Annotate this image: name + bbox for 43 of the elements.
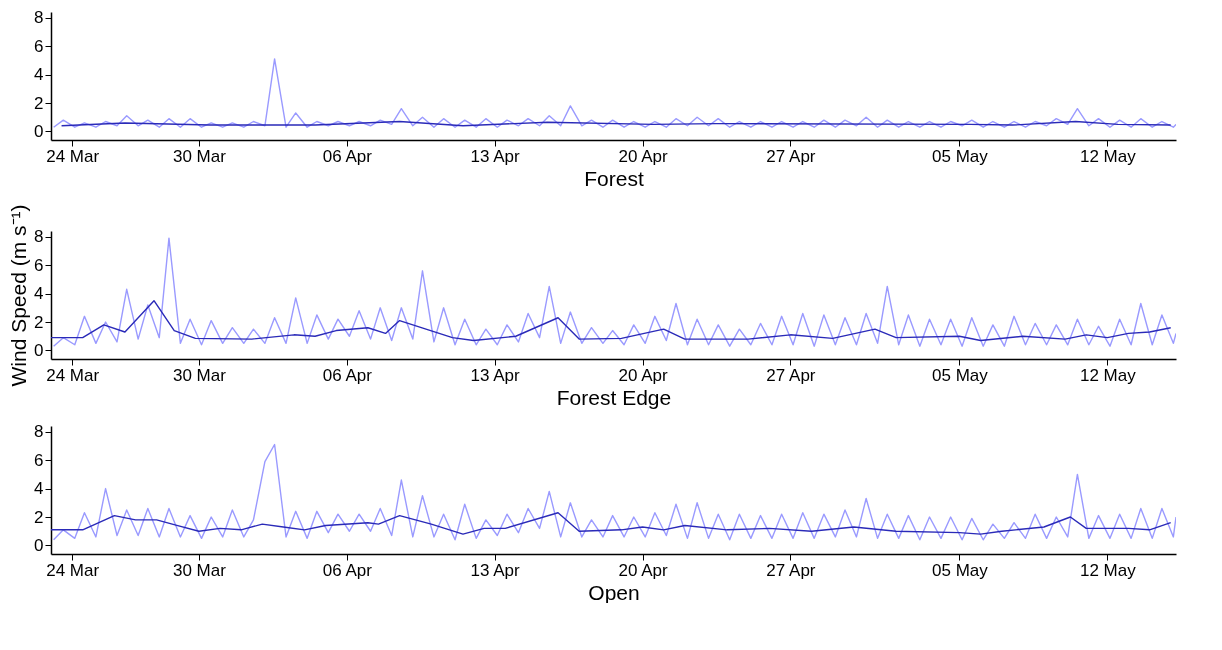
x-tick-label: 30 Mar bbox=[172, 365, 227, 385]
y-tick-label: 2 bbox=[34, 312, 44, 332]
y-tick-label: 8 bbox=[34, 8, 44, 28]
x-tick-label: 12 May bbox=[1079, 560, 1137, 580]
y-tick-label: 6 bbox=[34, 36, 44, 56]
x-tick-label: 05 May bbox=[932, 560, 989, 580]
x-tick-label: 30 Mar bbox=[172, 560, 227, 580]
x-tick-label: 20 Apr bbox=[618, 365, 668, 385]
y-tick-label: 6 bbox=[34, 255, 44, 275]
x-tick-label: 06 Apr bbox=[322, 146, 373, 166]
x-tick-label: 27 Apr bbox=[766, 365, 816, 385]
x-tick-label: 06 Apr bbox=[322, 365, 373, 385]
x-axis-title: Forest bbox=[584, 166, 644, 190]
y-tick-label: 0 bbox=[34, 340, 44, 360]
x-tick-label: 12 May bbox=[1079, 365, 1137, 385]
y-tick-label: 8 bbox=[34, 227, 44, 247]
x-tick-label: 06 Apr bbox=[322, 560, 373, 580]
y-tick-label: 2 bbox=[34, 507, 44, 527]
x-axis-title: Forest Edge bbox=[556, 385, 672, 409]
y-tick-label: 8 bbox=[34, 422, 44, 442]
y-tick-label: 2 bbox=[34, 93, 44, 113]
x-axis-title: Open bbox=[588, 580, 640, 604]
y-axis-title: Wind Speed (m s⁻¹) bbox=[7, 204, 31, 387]
x-tick-label: 27 Apr bbox=[766, 560, 816, 580]
x-tick-label: 20 Apr bbox=[618, 560, 668, 580]
x-tick-label: 13 Apr bbox=[470, 560, 521, 580]
x-tick-label: 30 Mar bbox=[172, 146, 227, 166]
x-tick-label: 24 Mar bbox=[46, 365, 100, 385]
x-tick-label: 24 Mar bbox=[46, 560, 100, 580]
x-tick-label: 05 May bbox=[932, 146, 989, 166]
x-tick-label: 20 Apr bbox=[618, 146, 668, 166]
y-tick-label: 6 bbox=[34, 450, 44, 470]
x-tick-label: 12 May bbox=[1079, 146, 1137, 166]
x-tick-label: 13 Apr bbox=[470, 365, 521, 385]
y-tick-label: 0 bbox=[34, 121, 44, 141]
y-tick-label: 4 bbox=[34, 284, 44, 304]
x-tick-label: 13 Apr bbox=[470, 146, 521, 166]
x-tick-label: 05 May bbox=[932, 365, 989, 385]
x-tick-label: 27 Apr bbox=[766, 146, 816, 166]
y-tick-label: 4 bbox=[34, 65, 44, 85]
y-tick-label: 0 bbox=[34, 535, 44, 555]
y-tick-label: 4 bbox=[34, 479, 44, 499]
x-tick-label: 24 Mar bbox=[46, 146, 100, 166]
